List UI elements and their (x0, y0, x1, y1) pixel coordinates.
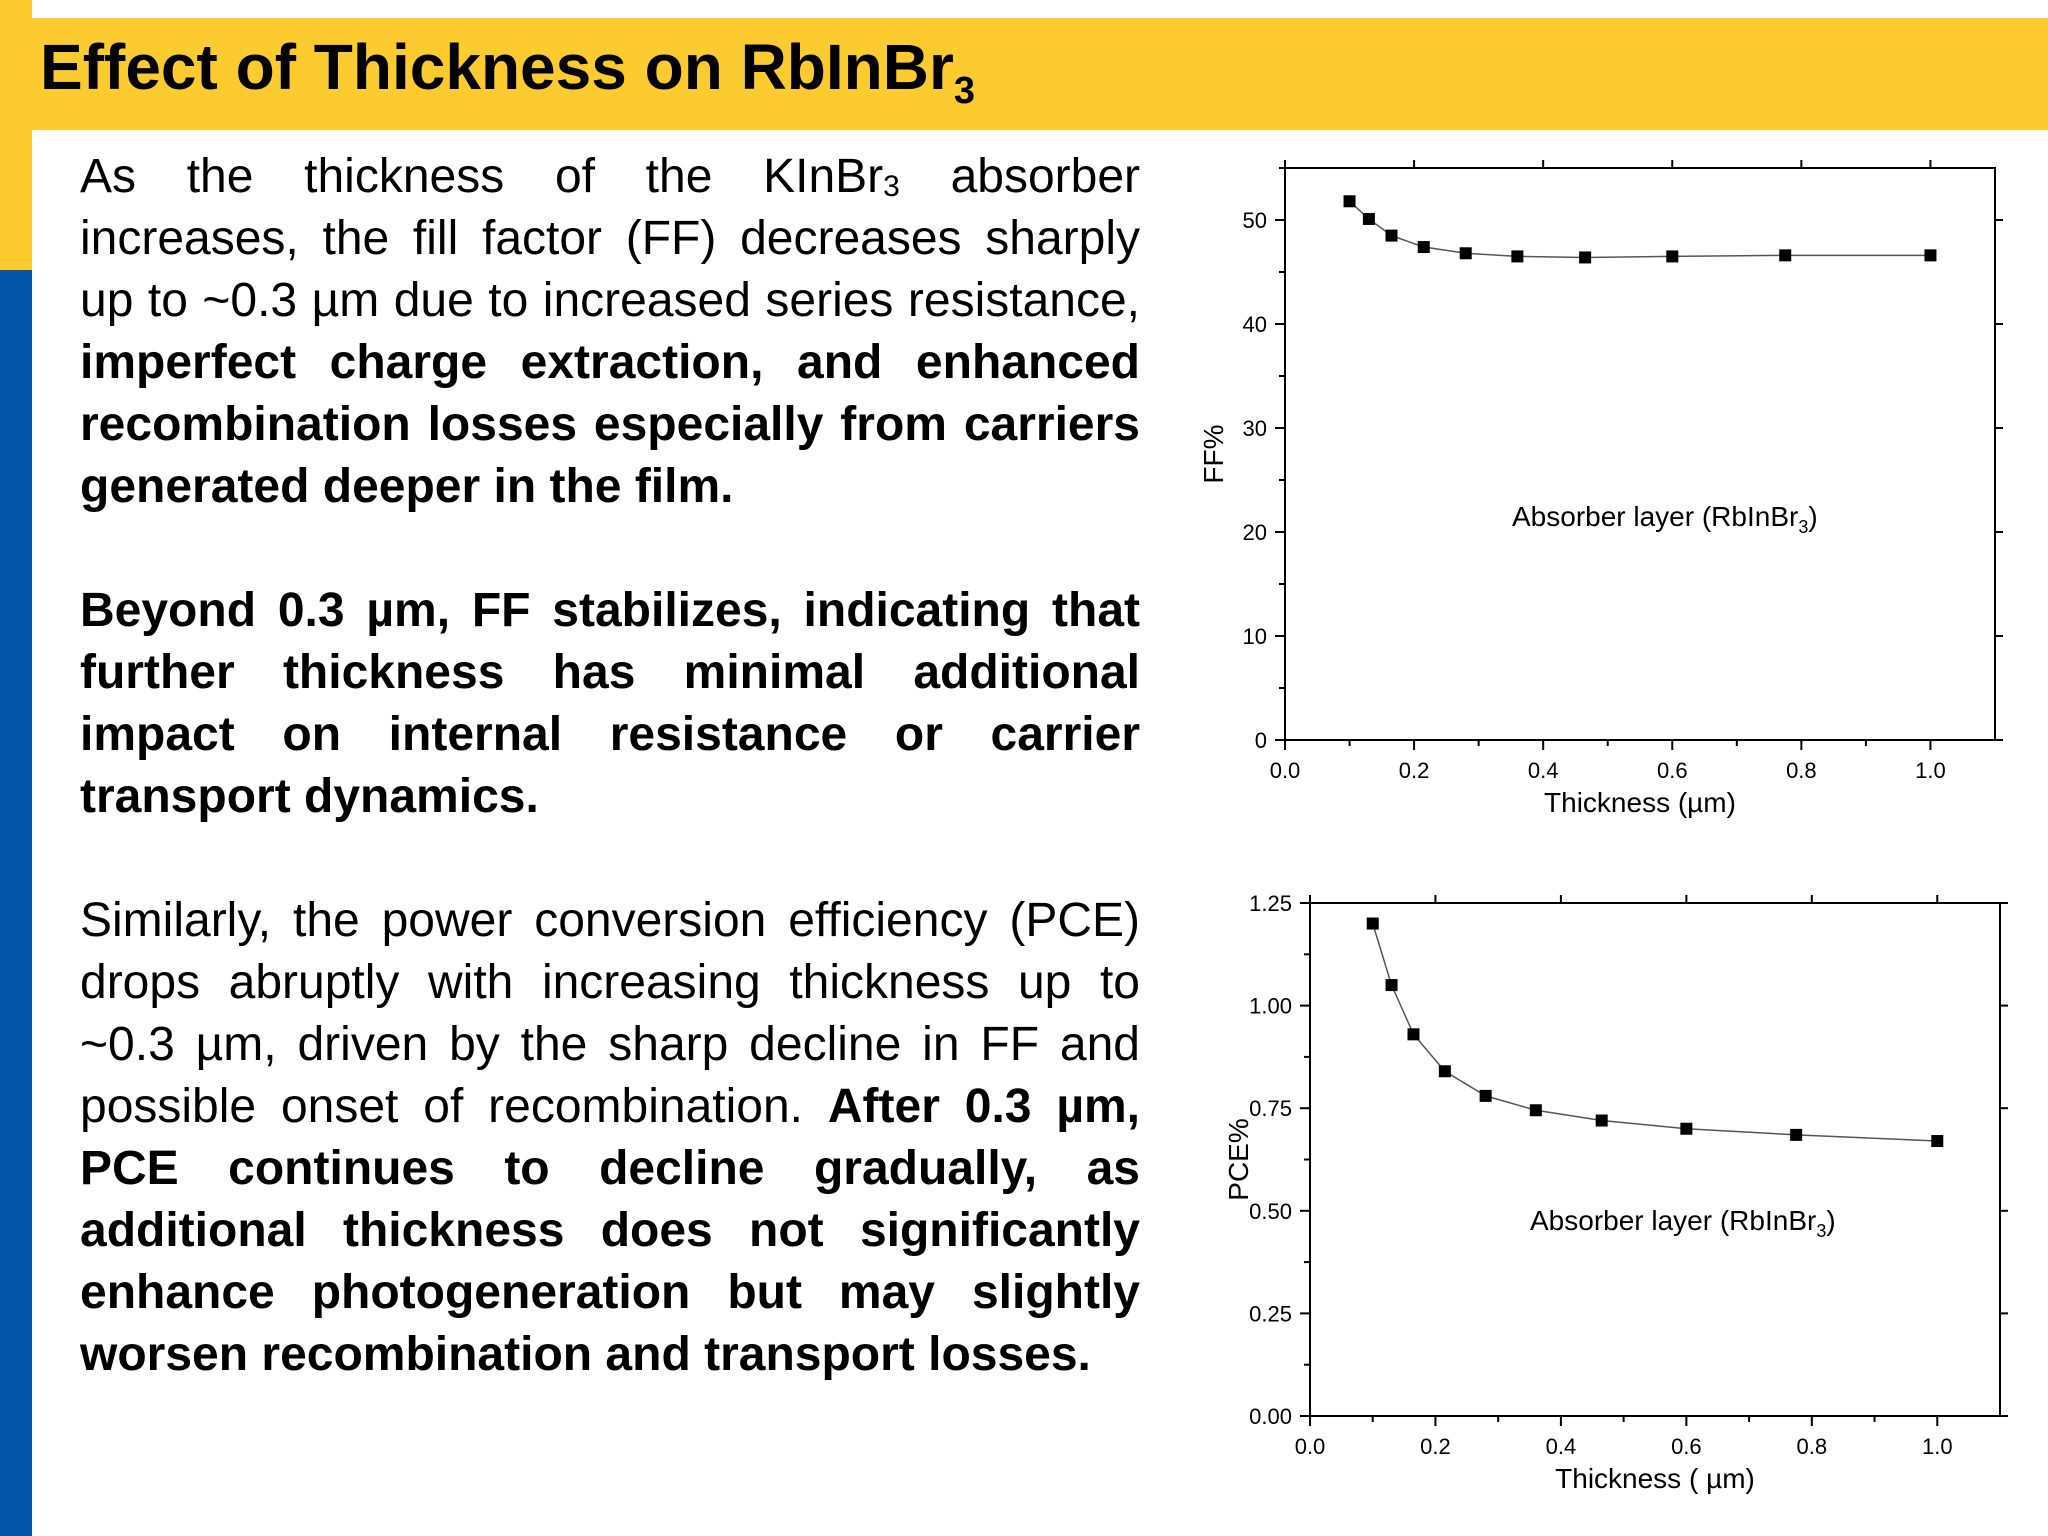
paragraph-ff-decrease: As the thickness of the KInBr3 absorber … (80, 146, 1140, 518)
ff-xtick-label: 0.4 (1528, 758, 1559, 783)
pce-data-point (1438, 1065, 1451, 1078)
pce-ytick-label: 0.50 (1249, 1199, 1292, 1224)
ff-ytick-label: 20 (1243, 520, 1267, 545)
ff-data-point (1779, 249, 1792, 262)
pce-data-point (1680, 1122, 1693, 1135)
ff-ytick-label: 30 (1243, 416, 1267, 441)
pce-data-point (1595, 1114, 1608, 1127)
pce-data-point (1407, 1028, 1420, 1041)
pce-annotation-subscript: 3 (1816, 1221, 1826, 1241)
pce-xtick-label: 0.8 (1797, 1434, 1828, 1459)
ff-data-point (1362, 212, 1375, 225)
slide-title-subscript: 3 (953, 70, 976, 112)
ff-annotation-close: ) (1808, 501, 1817, 532)
slide-title-text: Effect of Thickness on RbInBr (40, 31, 954, 103)
ff-ytick-label: 0 (1255, 728, 1267, 753)
pce-annotation: Absorber layer (RbInBr3) (1530, 1205, 1836, 1241)
p3-text: Similarly, the power conversion efficien… (80, 894, 1140, 1133)
p1-bold-text: imperfect charge extraction, and enhance… (80, 336, 1140, 513)
p2-bold-text: Beyond 0.3 µm, FF stabilizes, indicating… (80, 584, 1140, 823)
pce-data-point (1931, 1135, 1944, 1148)
pce-ytick-label: 1.00 (1249, 994, 1292, 1019)
pce-annotation-close: ) (1826, 1205, 1835, 1236)
p3-bold-text: After 0.3 µm, PCE continues to decline g… (80, 1080, 1141, 1381)
pce-xlabel: Thickness ( µm) (1555, 1463, 1755, 1494)
pce-ytick-label: 0.00 (1249, 1404, 1292, 1429)
ff-data-point (1343, 195, 1356, 208)
ff-data-point (1385, 229, 1398, 242)
pce-xtick-label: 0.0 (1295, 1434, 1326, 1459)
ff-data-point (1417, 241, 1430, 254)
pce-ytick-label: 1.25 (1249, 891, 1292, 916)
ff-xtick-label: 1.0 (1915, 758, 1946, 783)
ff-annotation-text: Absorber layer (RbInBr (1512, 501, 1798, 532)
ff-xtick-label: 0.8 (1786, 758, 1817, 783)
p1-text-b: absorber increases, the fill factor (FF)… (80, 150, 1141, 327)
pce-series-line (1372, 923, 1938, 1142)
pce-xtick-label: 0.2 (1420, 1434, 1451, 1459)
ff-ytick-label: 50 (1243, 208, 1267, 233)
ff-data-point (1459, 247, 1472, 260)
pce-annotation-text: Absorber layer (RbInBr (1530, 1205, 1816, 1236)
pce-data-point (1366, 917, 1379, 930)
pce-xtick-label: 0.4 (1546, 1434, 1577, 1459)
ff-xtick-label: 0.2 (1399, 758, 1430, 783)
ff-data-point (1511, 250, 1524, 263)
ff-data-point (1579, 251, 1592, 264)
ff-xtick-label: 0.0 (1270, 758, 1301, 783)
pce-data-point (1479, 1089, 1492, 1102)
pce-plot-frame (1309, 902, 2001, 1417)
pce-data-point (1385, 979, 1398, 992)
ff-xlabel: Thickness (µm) (1544, 787, 1736, 818)
ff-xtick-label: 0.6 (1657, 758, 1688, 783)
paragraph-ff-stabilizes: Beyond 0.3 µm, FF stabilizes, indicating… (80, 580, 1140, 828)
ff-data-point (1924, 249, 1937, 262)
pce-xtick-label: 0.6 (1671, 1434, 1702, 1459)
pce-data-point (1790, 1128, 1803, 1141)
ff-plot-frame (1284, 167, 1996, 741)
left-accent-blue (0, 270, 32, 1536)
p1-text-a: As the thickness of the KInBr (80, 150, 884, 203)
ff-ytick-label: 40 (1243, 312, 1267, 337)
pce-ylabel: PCE% (1223, 1118, 1254, 1200)
slide-title: Effect of Thickness on RbInBr3 (40, 30, 975, 113)
ff-annotation: Absorber layer (RbInBr3) (1512, 501, 1818, 537)
ff-ylabel: FF% (1198, 424, 1229, 483)
paragraph-pce-decline: Similarly, the power conversion efficien… (80, 890, 1140, 1386)
pce-ytick-label: 0.25 (1249, 1301, 1292, 1326)
pce-xtick-label: 1.0 (1922, 1434, 1953, 1459)
pce-ytick-label: 0.75 (1249, 1096, 1292, 1121)
ff-ytick-label: 10 (1243, 624, 1267, 649)
title-bar (0, 18, 2048, 130)
ff-data-point (1666, 250, 1679, 263)
p1-subscript: 3 (883, 170, 900, 203)
pce-data-point (1529, 1104, 1542, 1117)
ff-series-line (1349, 200, 1931, 259)
ff-annotation-subscript: 3 (1798, 517, 1808, 537)
